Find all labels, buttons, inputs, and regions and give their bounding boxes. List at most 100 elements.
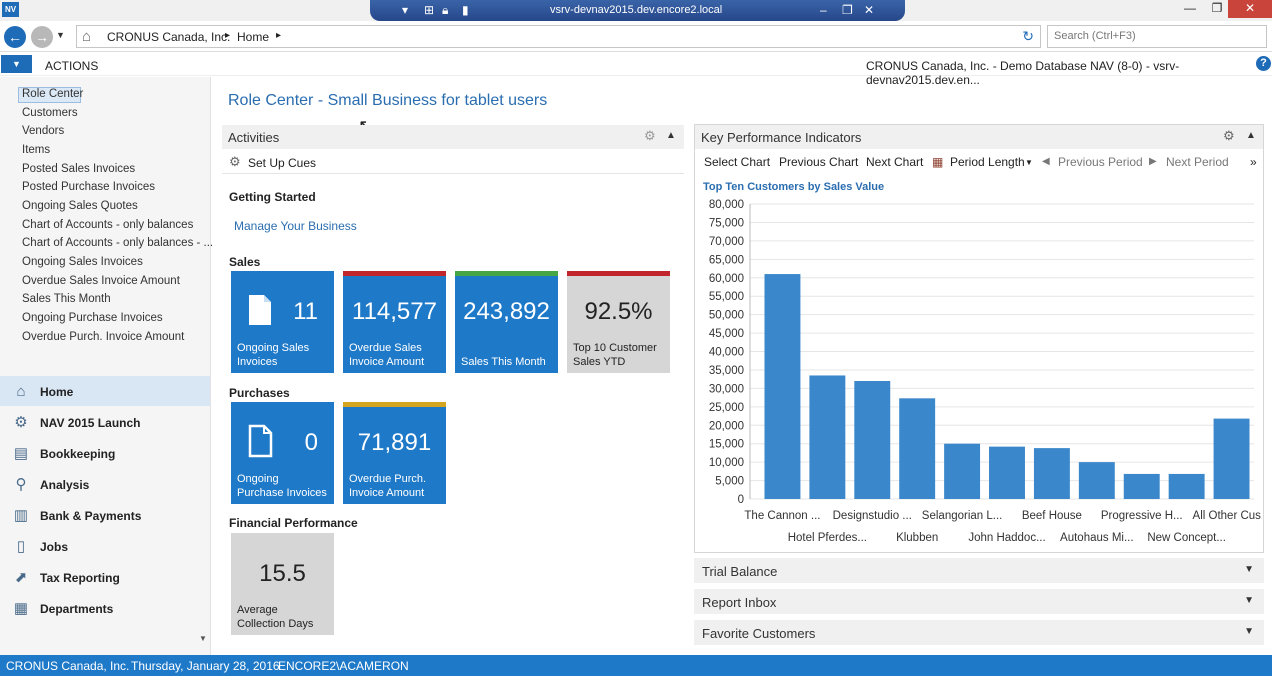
breadcrumb-arrow-icon[interactable]: ▸ <box>276 30 282 41</box>
forward-button[interactable]: → <box>31 26 53 48</box>
manage-business-link[interactable]: Manage Your Business <box>234 219 357 233</box>
nav-item-overdue-sales-invoice-amount[interactable]: Overdue Sales Invoice Amount <box>22 275 180 287</box>
chevron-down-icon[interactable]: ▾ <box>402 3 409 17</box>
tile-ongoing-sales-invoices[interactable]: 11 Ongoing Sales Invoices <box>231 271 334 373</box>
sales-bar-chart[interactable]: 0 5,000 10,000 15,000 20,000 25,000 30,000 35,0… <box>694 194 1262 550</box>
collapse-caret-icon[interactable]: ▲ <box>1246 130 1256 141</box>
x-tick-label: All Other Cus... <box>1193 510 1262 522</box>
previous-period-button[interactable]: Previous Period <box>1058 155 1143 169</box>
remote-desktop-bar: ▾ ⊞ 🔒︎ ▮ vsrv-devnav2015.dev.encore2.loc… <box>370 0 905 21</box>
trial-balance-panel[interactable]: Trial Balance ▼ <box>694 558 1264 583</box>
tile-top10-customer-sales[interactable]: 92.5% Top 10 Customer Sales YTD <box>567 271 670 373</box>
breadcrumb-arrow-icon[interactable]: ▸ <box>225 30 231 41</box>
collapse-caret-icon[interactable]: ▲ <box>666 130 676 141</box>
chart-bar[interactable] <box>899 398 936 499</box>
status-company: CRONUS Canada, Inc. <box>6 659 130 673</box>
expand-caret-icon[interactable]: ▼ <box>1244 595 1254 606</box>
tile-ongoing-purchase-invoices[interactable]: 0 Ongoing Purchase Invoices <box>231 402 334 504</box>
gear-icon[interactable]: ⚙ <box>1223 128 1235 143</box>
y-tick-label: 80,000 <box>709 199 744 211</box>
nav-item-role-center[interactable]: Role Center <box>22 88 84 100</box>
tile-value: 92.5% <box>584 298 653 325</box>
close-button[interactable]: ✕ <box>1228 0 1272 18</box>
nav-item-ongoing-sales-invoices[interactable]: Ongoing Sales Invoices <box>22 256 143 268</box>
document-icon <box>249 295 271 325</box>
breadcrumb-page[interactable]: Home <box>237 30 270 44</box>
rdp-close-icon[interactable]: ✕ <box>864 3 875 17</box>
nav-app-icon[interactable]: NV <box>2 2 19 17</box>
nav-item-items[interactable]: Items <box>22 144 51 156</box>
expand-caret-icon[interactable]: ▼ <box>1244 626 1254 637</box>
setup-cues-button[interactable]: Set Up Cues <box>248 156 317 170</box>
nav-item-ongoing-purchase-invoices[interactable]: Ongoing Purchase Invoices <box>22 312 163 324</box>
tile-label-line1: Average <box>237 604 278 616</box>
rdp-minimize-icon[interactable]: – <box>820 3 827 17</box>
pin-icon[interactable]: ⊞ <box>424 3 435 17</box>
minimize-button[interactable]: — <box>1184 1 1196 15</box>
home-icon[interactable]: ⌂ <box>82 28 92 45</box>
dept-label: Departments <box>40 602 114 616</box>
gear-icon[interactable]: ⚙ <box>644 128 656 143</box>
search-input[interactable]: Search (Ctrl+F3) <box>1047 25 1267 48</box>
x-tick-label: Beef House <box>1022 510 1082 522</box>
actions-tab[interactable]: ACTIONS <box>45 59 99 73</box>
application-menu-button[interactable]: ▼ <box>1 55 32 73</box>
select-chart-button[interactable]: Select Chart <box>704 155 771 169</box>
chart-bar[interactable] <box>944 443 981 499</box>
tile-overdue-purch-invoice-amount[interactable]: 71,891 Overdue Purch. Invoice Amount <box>343 402 446 504</box>
nav-item-ongoing-sales-quotes[interactable]: Ongoing Sales Quotes <box>22 200 138 212</box>
chart-bar[interactable] <box>764 274 801 499</box>
nav-item-overdue-purch-invoice-amount[interactable]: Overdue Purch. Invoice Amount <box>22 331 185 343</box>
nav-item-posted-sales-invoices[interactable]: Posted Sales Invoices <box>22 163 136 175</box>
favorite-customers-panel[interactable]: Favorite Customers ▼ <box>694 620 1264 645</box>
report-inbox-panel[interactable]: Report Inbox ▼ <box>694 589 1264 614</box>
chart-bar[interactable] <box>809 375 846 499</box>
rdp-restore-icon[interactable]: ❐ <box>842 3 853 17</box>
nav-item-chart-of-accounts-2[interactable]: Chart of Accounts - only balances - ... <box>22 237 214 249</box>
dept-label: Analysis <box>40 478 90 492</box>
tile-average-collection-days[interactable]: 15.5 Average Collection Days <box>231 533 334 635</box>
chart-bar[interactable] <box>1033 448 1070 499</box>
status-date: Thursday, January 28, 2016 <box>131 659 280 673</box>
remote-host-title: vsrv-devnav2015.dev.encore2.local <box>550 4 723 16</box>
back-button[interactable]: ← <box>4 26 26 48</box>
expand-caret-icon[interactable]: ▼ <box>1244 564 1254 575</box>
chart-bar[interactable] <box>1213 418 1250 499</box>
nav-item-posted-purchase-invoices[interactable]: Posted Purchase Invoices <box>22 181 155 193</box>
chart-bar[interactable] <box>1123 473 1160 499</box>
activities-header[interactable]: Activities ⚙ ▲ <box>222 125 684 149</box>
y-tick-label: 35,000 <box>709 365 744 377</box>
financial-performance-heading: Financial Performance <box>229 516 358 530</box>
breadcrumb[interactable]: ⌂ CRONUS Canada, Inc. ▸ Home ▸ ↻ <box>76 25 1041 48</box>
history-dropdown-icon[interactable]: ▼ <box>56 30 65 40</box>
nav-item-sales-this-month[interactable]: Sales This Month <box>22 293 111 305</box>
next-period-button[interactable]: Next Period <box>1166 155 1229 169</box>
tile-label-line1: Ongoing Sales <box>237 342 310 354</box>
chart-bar[interactable] <box>1078 462 1115 499</box>
tile-value: 15.5 <box>259 560 306 587</box>
kpi-header[interactable]: Key Performance Indicators ⚙ ▲ <box>695 125 1263 149</box>
chart-bar[interactable] <box>1168 473 1205 499</box>
chart-bar[interactable] <box>854 381 891 499</box>
dept-label: Bookkeeping <box>40 447 116 461</box>
refresh-icon[interactable]: ↻ <box>1022 28 1034 44</box>
y-tick-label: 5,000 <box>715 476 744 488</box>
lock-icon[interactable]: 🔒︎ <box>442 3 449 17</box>
tile-overdue-sales-invoice-amount[interactable]: 114,577 Overdue Sales Invoice Amount <box>343 271 446 373</box>
breadcrumb-company[interactable]: CRONUS Canada, Inc. <box>107 30 231 44</box>
chart-bar[interactable] <box>989 446 1025 499</box>
more-actions-button[interactable]: » <box>1250 155 1257 169</box>
chevron-down-icon[interactable]: ▼ <box>1025 158 1033 167</box>
previous-chart-button[interactable]: Previous Chart <box>779 155 859 169</box>
nav-item-customers[interactable]: Customers <box>22 107 78 119</box>
period-length-button[interactable]: Period Length <box>950 155 1025 169</box>
tile-label-line1: Overdue Sales <box>349 342 422 354</box>
next-chart-button[interactable]: Next Chart <box>866 155 924 169</box>
scroll-down-icon[interactable]: ▼ <box>199 634 207 643</box>
nav-item-chart-of-accounts[interactable]: Chart of Accounts - only balances <box>22 219 194 231</box>
help-icon[interactable]: ? <box>1256 56 1271 71</box>
nav-item-vendors[interactable]: Vendors <box>22 125 65 137</box>
restore-button[interactable]: ❐ <box>1211 1 1223 15</box>
tile-sales-this-month[interactable]: 243,892 Sales This Month <box>455 271 558 373</box>
x-tick-label: John Haddoc... <box>968 532 1045 544</box>
